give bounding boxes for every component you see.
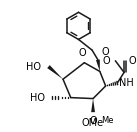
Text: O: O — [89, 116, 97, 126]
Text: Me: Me — [101, 116, 113, 125]
Text: O: O — [102, 47, 109, 57]
Text: OMe: OMe — [82, 118, 104, 128]
Text: NH: NH — [119, 78, 134, 88]
Polygon shape — [47, 65, 63, 79]
Text: O: O — [103, 56, 111, 66]
Polygon shape — [96, 60, 100, 71]
Polygon shape — [91, 99, 95, 112]
Text: HO: HO — [26, 62, 41, 72]
Text: O: O — [129, 56, 137, 66]
Text: HO: HO — [30, 93, 45, 103]
Text: O: O — [79, 48, 86, 58]
